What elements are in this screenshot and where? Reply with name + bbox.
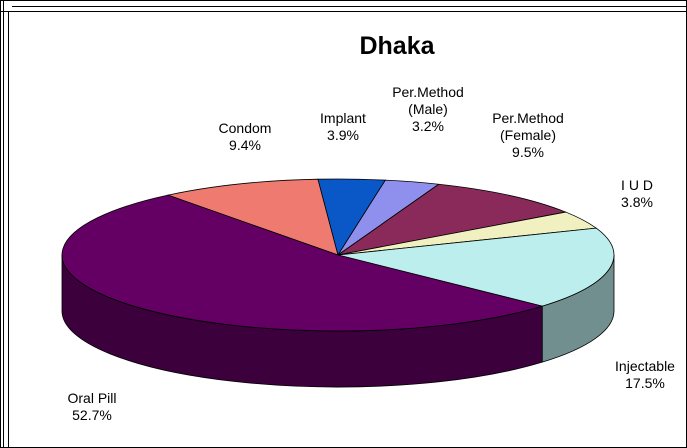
pie-slice <box>337 183 568 256</box>
value-label: 3.8% <box>621 194 653 210</box>
pie-slice <box>61 194 544 332</box>
category-label: Injectable <box>615 358 675 374</box>
value-label: 52.7% <box>72 407 112 423</box>
slice-label: Injectable 17.5% <box>600 358 687 392</box>
category-label: Condom <box>218 120 272 136</box>
value-label: 3.9% <box>327 127 359 143</box>
category-label: Per.Method (Female) <box>492 110 564 143</box>
slice-label: Oral Pill 52.7% <box>52 390 132 424</box>
pie-slice <box>337 227 615 307</box>
slice-label: Per.Method (Female) 9.5% <box>483 110 573 161</box>
category-label: Oral Pill <box>67 390 117 406</box>
value-label: 17.5% <box>625 375 665 391</box>
slice-label: Condom 9.4% <box>205 120 285 154</box>
slice-label: Per.Method (Male) 3.2% <box>383 84 473 135</box>
category-label: I U D <box>621 177 653 193</box>
value-label: 3.2% <box>412 118 444 134</box>
chart-title: Dhaka <box>359 32 435 60</box>
value-label: 9.5% <box>512 144 544 160</box>
slice-label: I U D 3.8% <box>607 177 667 211</box>
category-label: Implant <box>320 110 366 126</box>
pie-slice <box>166 178 339 256</box>
slice-label: Implant 3.9% <box>308 110 378 144</box>
value-label: 9.4% <box>229 137 261 153</box>
category-label: Per.Method (Male) <box>392 84 464 117</box>
pie <box>61 178 615 388</box>
